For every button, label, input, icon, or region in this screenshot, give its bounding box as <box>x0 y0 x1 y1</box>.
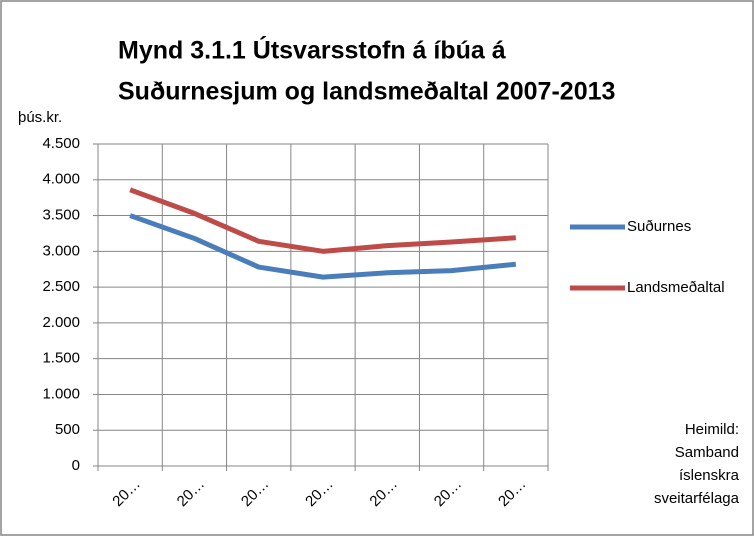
legend-label: Landsmeðaltal <box>627 279 725 296</box>
y-tick-label: 1.500 <box>42 350 80 367</box>
y-tick-label: 0 <box>72 457 80 474</box>
y-tick-label: 4.000 <box>42 171 80 188</box>
y-tick-label: 500 <box>55 421 80 438</box>
chart-title: Mynd 3.1.1 Útsvarsstofn á íbúa á <box>118 35 506 65</box>
y-tick-label: 4.500 <box>42 135 80 152</box>
legend-label: Suðurnes <box>627 218 691 235</box>
y-tick-label: 2.000 <box>42 314 80 331</box>
y-tick-label: 2.500 <box>42 278 80 295</box>
y-tick-label: 3.000 <box>42 242 80 259</box>
annotation: Heimild: <box>685 421 739 438</box>
y-tick-label: 1.000 <box>42 385 80 402</box>
annotation: Samband <box>675 444 739 461</box>
annotation: sveitarfélaga <box>654 490 740 507</box>
chart-title: Suðurnesjum og landsmeðaltal 2007-2013 <box>118 78 615 106</box>
annotation: íslenskra <box>679 467 740 484</box>
y-axis-label: þús.kr. <box>18 109 62 126</box>
series-line <box>129 213 517 280</box>
y-tick-label: 3.500 <box>42 207 80 224</box>
series-line <box>129 187 517 254</box>
